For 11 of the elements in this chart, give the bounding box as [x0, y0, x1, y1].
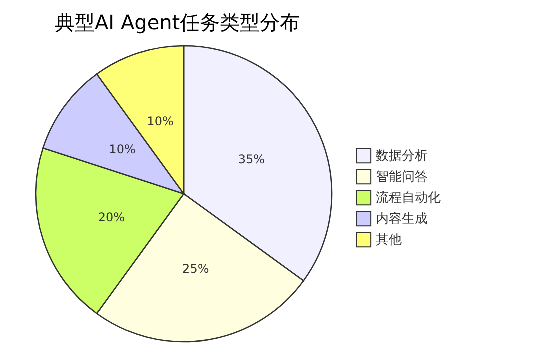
- data-label: 35%: [238, 152, 266, 166]
- legend-label: 数据分析: [376, 149, 428, 164]
- data-label: 10%: [109, 142, 136, 156]
- legend-label: 智能问答: [376, 170, 428, 185]
- legend-label: 内容生成: [376, 211, 428, 227]
- data-label: 20%: [98, 210, 126, 224]
- chart-title: 典型AI Agent任务类型分布: [55, 10, 300, 34]
- legend-label: 其他: [376, 233, 402, 248]
- data-label: 10%: [147, 114, 174, 129]
- legend-label: 流程自动化: [376, 190, 441, 206]
- data-label: 25%: [182, 262, 210, 276]
